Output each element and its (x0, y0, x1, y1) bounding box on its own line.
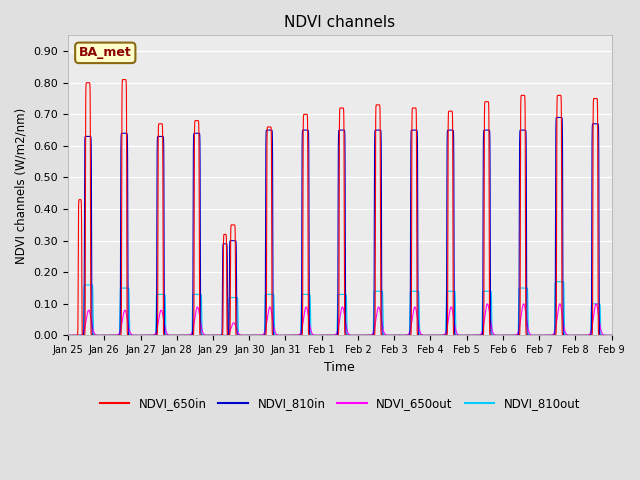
NDVI_650out (579, 333, 587, 338)
NDVI_810in (122, 131, 129, 136)
NDVI_650in (579, 333, 587, 338)
NDVI_810out (526, 333, 534, 338)
X-axis label: Time: Time (324, 360, 355, 374)
NDVI_650out (64, 333, 72, 338)
NDVI_810in (556, 115, 563, 120)
NDVI_650in (526, 333, 534, 338)
Y-axis label: NDVI channels (W/m2/nm): NDVI channels (W/m2/nm) (15, 107, 28, 264)
NDVI_810out (122, 285, 129, 291)
Line: NDVI_810in: NDVI_810in (68, 118, 640, 336)
NDVI_810in (540, 333, 548, 338)
NDVI_810out (556, 279, 563, 285)
NDVI_810out (211, 333, 218, 338)
NDVI_650in (211, 333, 218, 338)
Title: NDVI channels: NDVI channels (284, 15, 396, 30)
NDVI_810in (211, 333, 218, 338)
NDVI_810in (526, 333, 534, 338)
Line: NDVI_810out: NDVI_810out (68, 282, 640, 336)
Text: BA_met: BA_met (79, 47, 132, 60)
Legend: NDVI_650in, NDVI_810in, NDVI_650out, NDVI_810out: NDVI_650in, NDVI_810in, NDVI_650out, NDV… (95, 392, 585, 415)
NDVI_810in (579, 333, 587, 338)
NDVI_810out (540, 333, 548, 338)
NDVI_650out (122, 308, 129, 314)
NDVI_650out (621, 333, 628, 338)
NDVI_650in (120, 77, 128, 83)
NDVI_810out (579, 333, 587, 338)
NDVI_650out (526, 331, 534, 337)
NDVI_810out (621, 333, 628, 338)
Line: NDVI_650out: NDVI_650out (68, 304, 640, 336)
NDVI_650out (211, 333, 218, 338)
NDVI_810out (64, 333, 72, 338)
Line: NDVI_650in: NDVI_650in (68, 80, 640, 336)
NDVI_650in (540, 333, 548, 338)
NDVI_810in (64, 333, 72, 338)
NDVI_650in (122, 77, 129, 83)
NDVI_650in (64, 333, 72, 338)
NDVI_650in (621, 333, 628, 338)
NDVI_650out (592, 301, 600, 307)
NDVI_650out (540, 333, 548, 338)
NDVI_810in (621, 333, 628, 338)
